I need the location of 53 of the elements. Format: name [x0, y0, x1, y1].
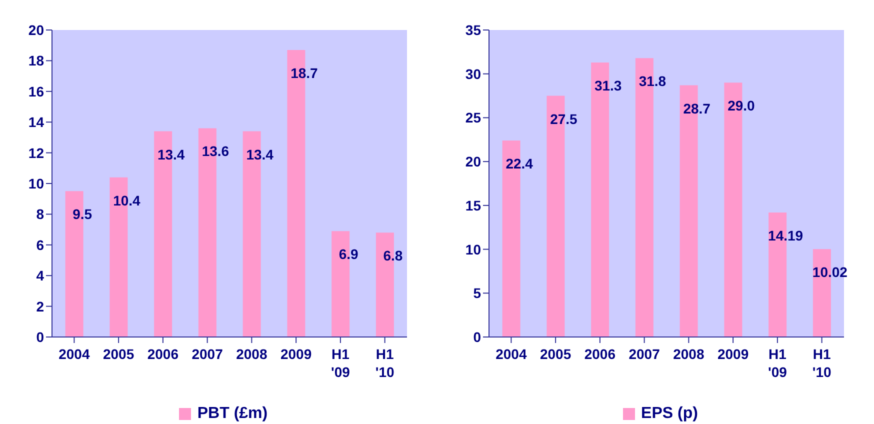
x-tick-label: H1 '09 [330, 346, 350, 380]
y-tick-label: 18 [28, 52, 44, 69]
x-tick-label: 2006 [584, 346, 616, 362]
y-tick-label: 10 [465, 241, 482, 258]
legend-label: EPS (p) [640, 405, 698, 423]
data-label: 6.8 [383, 248, 403, 264]
data-label: 13.4 [157, 146, 185, 162]
x-tick-label: 2008 [673, 346, 704, 362]
data-label: 9.5 [72, 206, 92, 222]
data-label: 10.02 [812, 264, 848, 280]
x-tick-label: 2007 [192, 346, 224, 362]
legend-label: PBT (£m) [196, 405, 268, 423]
x-tick-label: 2006 [147, 346, 179, 362]
x-tick-label: 2004 [496, 346, 527, 362]
y-tick-label: 20 [28, 22, 44, 38]
x-tick-label: H1 '10 [375, 346, 394, 380]
data-label: 29.0 [728, 98, 756, 114]
x-tick-label: 2004 [58, 346, 90, 362]
y-tick-label: 0 [473, 328, 482, 345]
y-tick-label: 16 [28, 83, 44, 100]
y-tick-label: 4 [36, 268, 44, 284]
y-tick-label: 10 [28, 175, 44, 192]
y-tick-label: 20 [465, 154, 482, 170]
x-tick-label: 2007 [628, 346, 660, 362]
data-label: 14.19 [768, 228, 804, 244]
data-label: 31.8 [638, 73, 666, 90]
x-tick-label: H1 '10 [812, 346, 832, 380]
y-tick-label: 14 [28, 114, 44, 130]
y-tick-label: 35 [465, 22, 482, 38]
y-tick-label: 30 [465, 66, 482, 82]
x-tick-label: 2005 [540, 346, 572, 362]
x-tick-label: H1 '09 [768, 346, 788, 380]
y-tick-label: 8 [36, 206, 44, 222]
y-tick-label: 5 [473, 285, 482, 302]
data-label: 18.7 [290, 64, 318, 81]
data-label: 28.7 [683, 100, 711, 116]
x-tick-label: 2009 [280, 346, 312, 362]
data-label: 13.6 [202, 143, 230, 160]
data-label: 6.9 [338, 246, 359, 262]
y-tick-label: 25 [465, 110, 482, 126]
x-tick-label: 2005 [102, 346, 134, 362]
y-tick-label: 15 [465, 197, 482, 214]
y-tick-label: 0 [36, 328, 44, 345]
data-label: 13.4 [246, 146, 274, 162]
x-tick-label: 2009 [717, 346, 749, 362]
y-tick-label: 6 [36, 236, 44, 253]
data-label: 22.4 [506, 156, 534, 172]
y-tick-label: 12 [28, 144, 44, 161]
data-label: 10.4 [113, 192, 141, 208]
y-tick-label: 2 [36, 298, 44, 314]
data-label: 31.3 [594, 77, 622, 94]
x-tick-label: 2008 [236, 346, 268, 362]
data-label: 27.5 [550, 110, 578, 127]
